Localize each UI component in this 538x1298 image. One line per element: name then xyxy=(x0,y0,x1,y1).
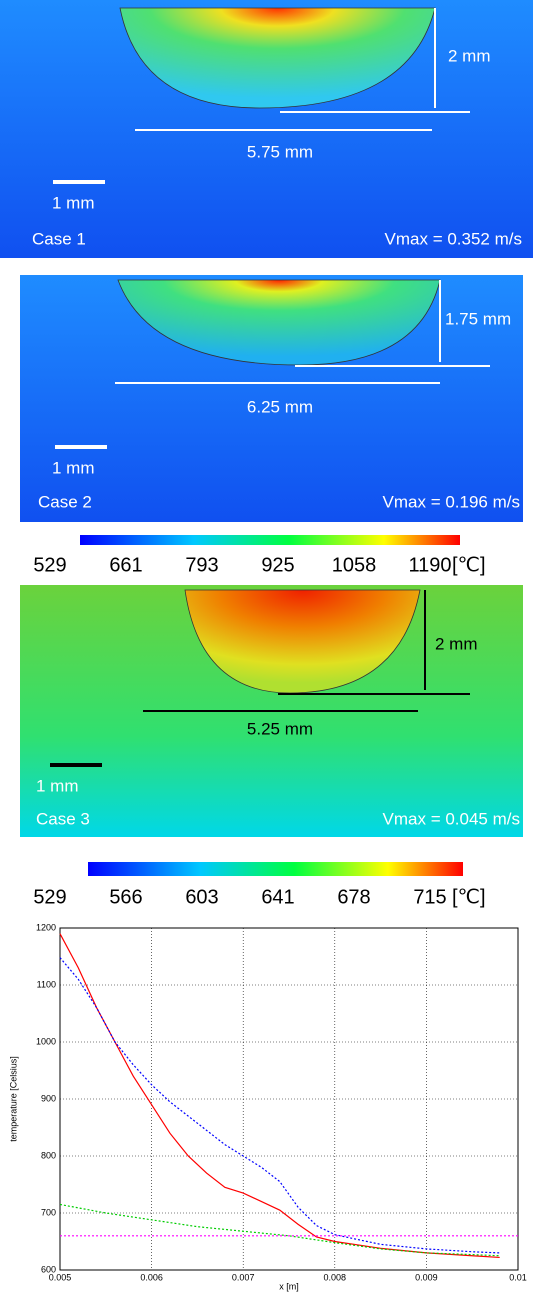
width-label: 6.25 mm xyxy=(247,397,313,416)
colorbar-ticks: 529 661 793 925 1058 1190[℃] xyxy=(33,554,485,576)
x-tick-label: 0.008 xyxy=(324,1272,347,1282)
x-tick-label: 0.01 xyxy=(509,1272,527,1282)
colorbar-tick-label: 715 xyxy=(413,886,446,908)
y-tick-label: 1200 xyxy=(36,922,56,932)
y-tick-label: 800 xyxy=(41,1150,56,1160)
colorbar-tick-label: 566 xyxy=(109,886,142,908)
x-axis-label: x [m] xyxy=(279,1281,299,1291)
colorbar-tick-label: 661 xyxy=(109,554,142,576)
depth-label: 2 mm xyxy=(448,46,491,65)
colorbar-tick-label: 1190 xyxy=(408,554,451,576)
case-label: Case 3 xyxy=(36,809,90,828)
colorbar xyxy=(80,535,460,545)
colorbar-tick-label: 529 xyxy=(33,886,66,908)
colorbar-unit: [℃] xyxy=(452,554,486,576)
colorbar-tick-label: 678 xyxy=(337,886,370,908)
colorbar-tick-label: 1058 xyxy=(332,554,377,576)
scale-label: 1 mm xyxy=(52,458,95,477)
figure: 2 mm 5.75 mm 1 mm Case 1 Vmax = 0.352 m/… xyxy=(0,0,538,1293)
y-tick-label: 1000 xyxy=(36,1036,56,1046)
colorbar-tick-label: 925 xyxy=(261,554,294,576)
x-tick-label: 0.009 xyxy=(415,1272,438,1282)
scale-bar xyxy=(55,445,107,449)
colorbar-tick-label: 641 xyxy=(261,886,294,908)
y-axis-label: temperature [Celsius] xyxy=(8,1056,18,1142)
vmax-label: Vmax = 0.196 m/s xyxy=(383,492,520,511)
colorbar xyxy=(88,862,463,876)
depth-label: 2 mm xyxy=(435,634,478,653)
width-label: 5.25 mm xyxy=(247,719,313,738)
width-label: 5.75 mm xyxy=(247,142,313,161)
scale-bar xyxy=(53,180,105,184)
colorbar-tick-label: 529 xyxy=(33,554,66,576)
y-tick-label: 900 xyxy=(41,1093,56,1103)
x-tick-label: 0.007 xyxy=(232,1272,255,1282)
case-label: Case 2 xyxy=(38,492,92,511)
colorbar-tick-label: 793 xyxy=(185,554,218,576)
y-tick-label: 1100 xyxy=(37,979,56,989)
x-tick-label: 0.006 xyxy=(140,1272,163,1282)
vmax-label: Vmax = 0.045 m/s xyxy=(383,809,520,828)
scale-label: 1 mm xyxy=(36,776,79,795)
vmax-label: Vmax = 0.352 m/s xyxy=(385,229,522,248)
colorbar-ticks: 529 566 603 641 678 715 [℃] xyxy=(33,886,485,908)
scale-label: 1 mm xyxy=(52,193,95,212)
depth-label: 1.75 mm xyxy=(445,309,511,328)
y-tick-label: 600 xyxy=(41,1264,56,1274)
colorbar-unit: [℃] xyxy=(452,886,486,908)
colorbar-tick-label: 603 xyxy=(185,886,218,908)
scale-bar xyxy=(50,763,102,767)
case-label: Case 1 xyxy=(32,229,86,248)
y-tick-label: 700 xyxy=(41,1207,56,1217)
